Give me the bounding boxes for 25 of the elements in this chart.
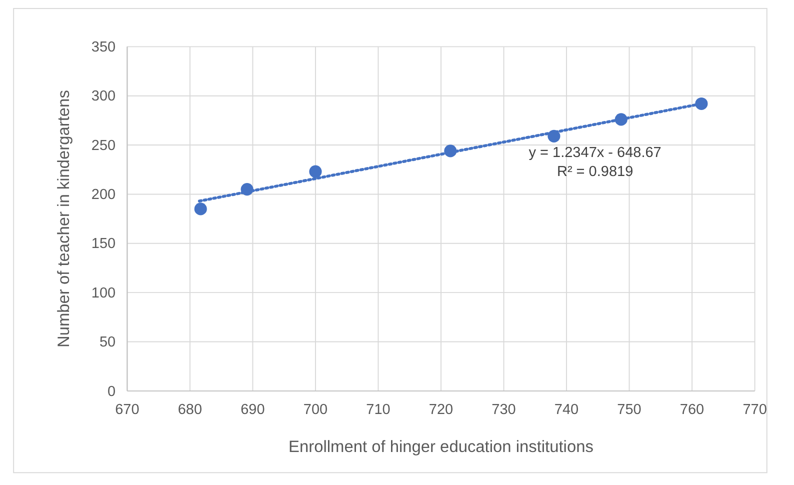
y-axis-title: Number of teacher in kindergartens — [55, 90, 74, 348]
x-tick-label: 690 — [240, 402, 265, 418]
x-tick-label: 680 — [178, 402, 202, 418]
x-tick-label: 750 — [617, 402, 642, 418]
point — [194, 202, 207, 216]
y-tick-label: 150 — [91, 236, 116, 252]
y-tick-label: 350 — [91, 40, 116, 56]
y-tick-label: 200 — [91, 187, 116, 204]
x-tick-label: 700 — [303, 402, 328, 418]
x-tick-label: 760 — [680, 402, 704, 418]
x-tick-label: 710 — [366, 402, 390, 418]
x-tick-label: 670 — [115, 402, 140, 418]
annotation: R² = 0.9819 — [556, 164, 634, 180]
y-tick-label: 100 — [91, 285, 116, 302]
annotation: y = 1.2347x - 648.67 — [528, 144, 662, 161]
y-tick-label: 250 — [91, 138, 116, 154]
x-tick-label: 740 — [554, 402, 579, 418]
y-tick-label: 50 — [99, 334, 116, 351]
y-tick-label: 0 — [108, 384, 116, 400]
x-axis-title: Enrollment of hinger education institutions — [288, 438, 594, 456]
point — [309, 165, 322, 178]
x-tick-label: 720 — [428, 402, 454, 418]
y-tick-label: 300 — [91, 88, 116, 105]
x-tick-label: 730 — [492, 402, 516, 418]
x-tick-label: 770 — [742, 402, 767, 418]
